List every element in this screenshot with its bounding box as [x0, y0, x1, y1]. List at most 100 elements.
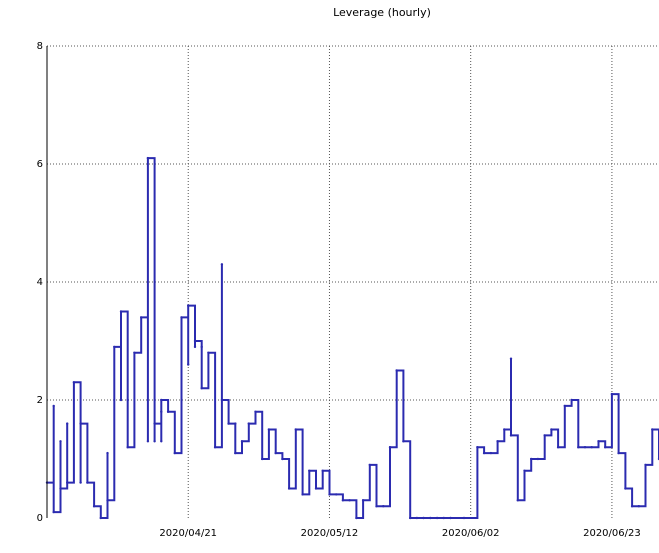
data-point — [59, 487, 62, 490]
y-axis-ticks: 0 2 4 6 8 — [37, 41, 43, 524]
data-point — [604, 446, 607, 449]
data-point — [119, 310, 123, 313]
data-point — [402, 440, 405, 443]
data-point — [146, 440, 150, 443]
y-tick-label: 0 — [37, 513, 43, 524]
data-point — [509, 357, 513, 360]
data-point — [200, 345, 203, 349]
data-point — [516, 499, 519, 502]
data-point — [409, 516, 412, 520]
x-tick-label: 2020/06/23 — [583, 528, 641, 539]
data-point — [227, 422, 230, 425]
data-point — [570, 398, 573, 402]
data-point — [153, 440, 156, 443]
data-point — [113, 345, 116, 349]
data-point — [66, 481, 69, 484]
data-point — [59, 440, 62, 443]
data-point — [449, 516, 452, 520]
data-point — [361, 499, 365, 502]
data-point — [341, 499, 345, 502]
data-point — [281, 457, 284, 461]
data-point — [482, 451, 486, 455]
data-point — [476, 446, 479, 449]
data-point — [617, 451, 620, 455]
data-point — [92, 505, 96, 508]
data-point — [388, 446, 392, 449]
data-point — [106, 499, 109, 502]
data-point — [583, 446, 587, 449]
data-point — [166, 410, 170, 413]
data-point — [234, 422, 237, 425]
data-point — [543, 434, 546, 437]
y-tick-label: 6 — [37, 159, 43, 170]
data-point — [261, 457, 264, 461]
data-point — [173, 451, 176, 455]
data-point — [610, 392, 614, 396]
data-point — [536, 457, 540, 461]
data-point — [193, 345, 197, 349]
data-point — [254, 410, 257, 413]
data-point — [287, 487, 291, 490]
data-point — [624, 487, 627, 490]
data-point — [328, 493, 331, 496]
data-point — [348, 499, 351, 502]
data-point — [644, 463, 647, 467]
data-point — [126, 398, 129, 402]
data-point — [79, 481, 82, 484]
data-point — [187, 363, 190, 366]
data-point — [563, 404, 566, 408]
data-point — [133, 351, 136, 354]
data-point — [66, 422, 69, 425]
data-point — [355, 516, 358, 520]
data-point — [637, 505, 640, 508]
series-group — [45, 156, 659, 520]
data-point — [140, 316, 143, 319]
data-point — [630, 505, 634, 508]
data-point — [382, 505, 385, 508]
data-point — [106, 451, 109, 455]
data-point — [503, 428, 506, 431]
data-point — [200, 387, 203, 390]
data-point — [52, 510, 55, 514]
data-point — [651, 428, 654, 431]
data-point — [556, 446, 560, 449]
data-point — [301, 493, 304, 496]
chart-grid — [47, 45, 659, 518]
data-point — [119, 398, 123, 402]
data-point — [577, 446, 580, 449]
chart-title: Leverage (hourly) — [333, 6, 431, 19]
data-point — [160, 410, 163, 413]
data-point — [79, 422, 82, 425]
data-point — [590, 446, 593, 449]
y-tick-label: 4 — [37, 277, 43, 288]
series-line — [47, 157, 659, 519]
data-point — [550, 428, 553, 431]
data-point — [247, 422, 250, 425]
data-point — [193, 339, 197, 343]
data-point — [368, 463, 371, 467]
data-point — [395, 369, 398, 372]
data-point — [442, 516, 445, 520]
data-point — [489, 451, 493, 455]
data-point — [160, 398, 163, 402]
data-point — [267, 428, 271, 431]
data-point — [146, 156, 150, 160]
data-point — [422, 516, 425, 520]
data-point — [153, 422, 156, 425]
x-tick-label: 2020/06/02 — [442, 528, 500, 539]
data-point — [52, 404, 55, 408]
data-point — [530, 457, 533, 461]
data-point — [462, 516, 466, 520]
data-point — [321, 469, 324, 472]
data-point — [509, 434, 513, 437]
data-point — [429, 516, 432, 520]
data-point — [240, 440, 244, 443]
y-tick-label: 8 — [37, 41, 43, 52]
x-tick-label: 2020/04/21 — [159, 528, 217, 539]
data-point — [99, 516, 103, 520]
x-axis-ticks: 2020/04/21 2020/05/12 2020/06/02 2020/06/23 — [159, 528, 640, 539]
data-point — [523, 469, 526, 472]
data-point — [415, 516, 419, 520]
data-point — [187, 304, 190, 307]
